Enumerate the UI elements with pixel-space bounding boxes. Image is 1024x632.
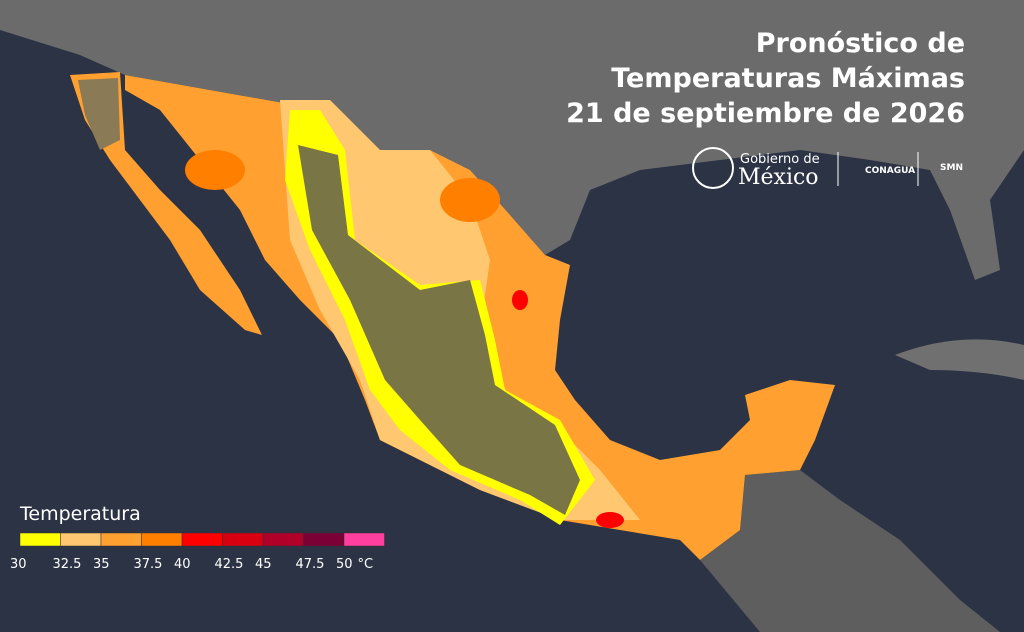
legend-title: Temperatura xyxy=(19,503,141,525)
title-line: 21 de septiembre de 2026 xyxy=(566,98,965,129)
hot-area xyxy=(440,178,500,222)
logo-text: Gobierno de xyxy=(740,152,820,167)
title-line: Pronóstico de xyxy=(756,28,965,59)
central-america xyxy=(700,470,1000,632)
legend: Temperatura 30 32.5 35 37.5 40 42.5 45 47.5 50 °C xyxy=(10,503,385,572)
logo-text: México xyxy=(738,165,819,190)
legend-swatch xyxy=(141,532,183,547)
usa-land xyxy=(0,0,1024,280)
title-line: Temperaturas Máximas xyxy=(611,63,965,94)
legend-swatch xyxy=(222,532,264,547)
logo-text: CONAGUA xyxy=(865,166,915,176)
logo-text: SMN xyxy=(940,163,963,173)
hot-area xyxy=(596,512,624,528)
legend-swatch xyxy=(181,532,223,547)
legend-label: 37.5 xyxy=(134,557,163,572)
legend-unit: °C xyxy=(358,557,374,572)
logo-emblem xyxy=(692,147,734,189)
legend-swatch xyxy=(303,532,345,547)
cuba xyxy=(895,339,1024,380)
legend-label: 30 xyxy=(10,557,27,572)
legend-swatch xyxy=(343,532,385,547)
legend-label: 32.5 xyxy=(53,557,82,572)
legend-swatch xyxy=(19,532,61,547)
legend-label: 45 xyxy=(255,557,272,572)
baja-highlands xyxy=(78,78,120,150)
plateau xyxy=(298,145,580,515)
legend-label: 35 xyxy=(93,557,110,572)
hot-area xyxy=(185,150,245,190)
legend-label: 42.5 xyxy=(215,557,244,572)
legend-swatch xyxy=(262,532,304,547)
legend-label: 40 xyxy=(174,557,191,572)
hot-area xyxy=(512,290,528,310)
legend-swatch xyxy=(60,532,102,547)
legend-label: 50 xyxy=(336,557,353,572)
legend-label: 47.5 xyxy=(296,557,325,572)
legend-swatch xyxy=(100,532,142,547)
